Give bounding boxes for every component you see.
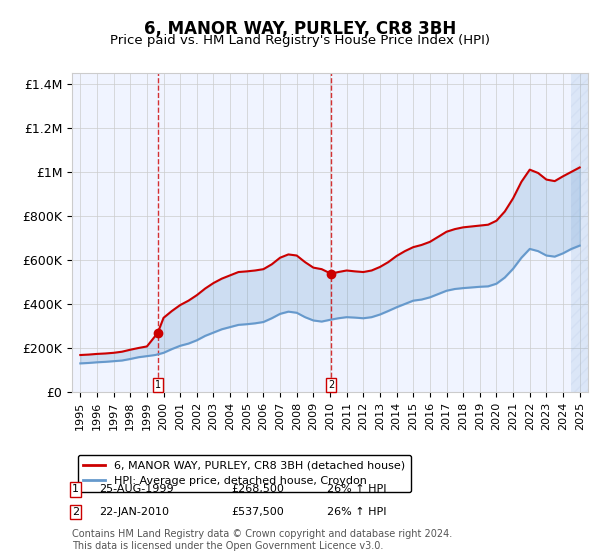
Text: 2: 2 <box>72 507 79 517</box>
Legend: 6, MANOR WAY, PURLEY, CR8 3BH (detached house), HPI: Average price, detached hou: 6, MANOR WAY, PURLEY, CR8 3BH (detached … <box>77 455 411 492</box>
Text: 26% ↑ HPI: 26% ↑ HPI <box>327 484 386 494</box>
Text: 22-JAN-2010: 22-JAN-2010 <box>99 507 169 517</box>
Text: £537,500: £537,500 <box>231 507 284 517</box>
Text: 1: 1 <box>155 380 161 390</box>
Text: 1: 1 <box>72 484 79 494</box>
Text: 6, MANOR WAY, PURLEY, CR8 3BH: 6, MANOR WAY, PURLEY, CR8 3BH <box>144 20 456 38</box>
Text: £268,500: £268,500 <box>231 484 284 494</box>
Text: Contains HM Land Registry data © Crown copyright and database right 2024.
This d: Contains HM Land Registry data © Crown c… <box>72 529 452 551</box>
Text: 2: 2 <box>328 380 334 390</box>
Text: 25-AUG-1999: 25-AUG-1999 <box>99 484 173 494</box>
Text: 26% ↑ HPI: 26% ↑ HPI <box>327 507 386 517</box>
Text: Price paid vs. HM Land Registry's House Price Index (HPI): Price paid vs. HM Land Registry's House … <box>110 34 490 46</box>
